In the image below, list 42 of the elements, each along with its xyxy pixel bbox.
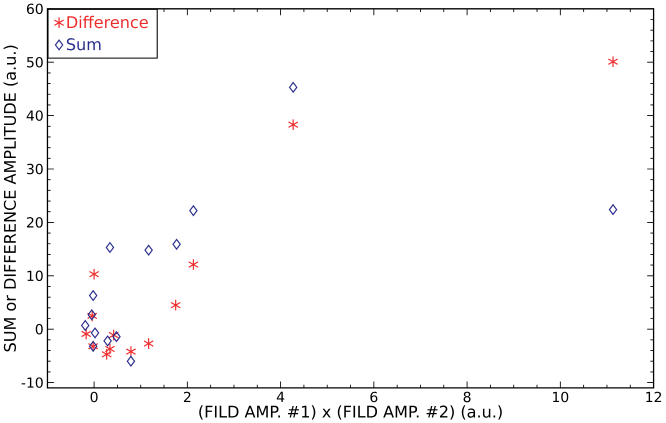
y-tick-label: 20 [26, 217, 43, 228]
y-tick-label: 50 [27, 56, 43, 68]
y-tick-label: 60 [26, 3, 43, 14]
point [144, 244, 153, 256]
point [88, 290, 98, 301]
point [103, 335, 112, 346]
legend-label: Difference [67, 16, 148, 28]
point [80, 328, 92, 340]
x-axis-title: (FILD AMP. #1) x (FILD AMP. #2) (a.u.) [199, 405, 502, 420]
point [106, 242, 114, 253]
x-tick-label: 0 [90, 392, 98, 402]
point [608, 56, 618, 68]
legend-label: Sum [66, 38, 100, 50]
point [189, 205, 198, 216]
point [101, 348, 112, 360]
y-tick-label: 40 [26, 110, 43, 121]
x-tick-label: 6 [370, 392, 378, 402]
point [126, 356, 136, 367]
y-axis-title: SUM or DIFFERENCE AMPLITUDE (a.u.) [4, 46, 18, 352]
x-tick-label: 10 [553, 392, 568, 402]
point [170, 299, 181, 312]
point [288, 82, 298, 93]
point [188, 258, 199, 270]
point [108, 329, 119, 341]
point [112, 331, 121, 342]
point [608, 204, 618, 215]
x-tick-label: 2 [184, 392, 190, 402]
y-tick-label: -10 [22, 377, 43, 388]
point [288, 118, 298, 131]
y-tick-label: 0 [36, 324, 43, 334]
point [143, 338, 154, 350]
point [90, 327, 100, 338]
point [81, 320, 90, 331]
y-tick-label: 30 [27, 164, 43, 174]
point [172, 238, 181, 250]
y-tick-label: 10 [27, 270, 43, 281]
point [126, 346, 136, 358]
x-tick-label: 4 [276, 392, 284, 402]
x-tick-label: 8 [464, 392, 471, 402]
x-tick-label: 12 [646, 392, 662, 402]
point [104, 342, 116, 355]
point [88, 268, 100, 280]
